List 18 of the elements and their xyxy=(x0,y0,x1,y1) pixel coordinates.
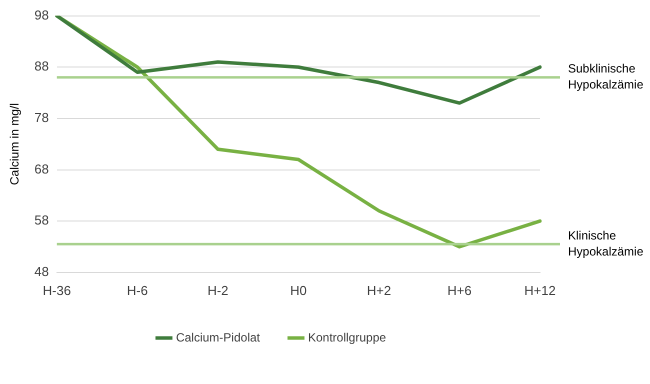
x-tick-label: H-2 xyxy=(207,282,228,298)
y-tick-label: 78 xyxy=(34,110,49,126)
x-tick-label: H0 xyxy=(290,282,307,298)
legend-label: Calcium-Pidolat xyxy=(176,330,261,344)
x-tick-label: H+2 xyxy=(366,282,392,298)
x-tick-label: H+6 xyxy=(447,282,472,298)
legend-label: Kontrollgruppe xyxy=(308,330,386,344)
x-tick-label: H-6 xyxy=(126,282,148,298)
y-tick-label: 88 xyxy=(34,58,49,74)
y-tick-label: 48 xyxy=(34,264,49,279)
ref-line-label: Subklinische Hypokalzämie xyxy=(568,62,644,92)
x-tick-label: H+12 xyxy=(524,282,556,298)
y-tick-label: 68 xyxy=(34,161,49,176)
x-tick-label: H-36 xyxy=(42,282,71,298)
y-axis-title: Calcium in mg/l xyxy=(8,103,22,186)
y-tick-label: 58 xyxy=(34,212,49,228)
y-tick-label: 98 xyxy=(34,7,49,22)
ref-line-label: Klinische Hypokalzämie xyxy=(568,228,644,258)
